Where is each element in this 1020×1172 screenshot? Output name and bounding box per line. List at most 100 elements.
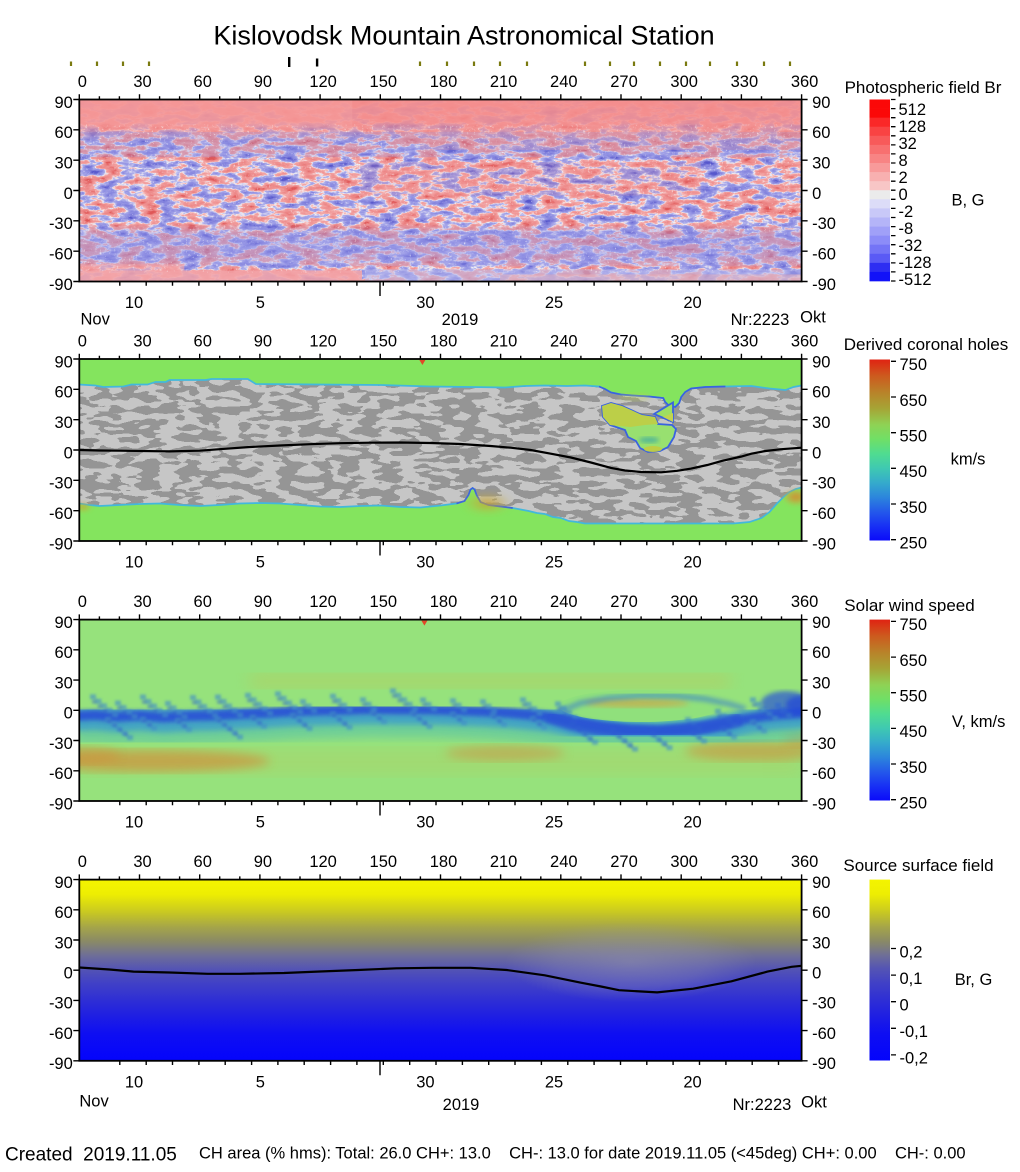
svg-text:10: 10	[125, 294, 143, 312]
svg-text:-90: -90	[812, 276, 836, 294]
svg-text:210: 210	[490, 853, 518, 871]
svg-text:60: 60	[812, 904, 830, 922]
svg-text:20: 20	[683, 814, 701, 832]
svg-text:-90: -90	[49, 276, 73, 294]
svg-text:250: 250	[900, 795, 928, 813]
svg-text:90: 90	[54, 874, 72, 892]
svg-text:20: 20	[683, 1073, 701, 1091]
svg-text:2019: 2019	[442, 311, 479, 329]
svg-text:-60: -60	[812, 765, 836, 783]
svg-text:10: 10	[125, 1073, 143, 1091]
svg-text:5: 5	[256, 814, 265, 832]
svg-text:180: 180	[430, 73, 458, 91]
svg-text:Nr:2223: Nr:2223	[731, 311, 790, 329]
svg-text:90: 90	[812, 94, 830, 112]
svg-text:300: 300	[670, 333, 698, 351]
svg-text:Created 2019.11.05: Created 2019.11.05	[5, 1145, 177, 1166]
svg-text:90: 90	[812, 353, 830, 371]
svg-text:2: 2	[899, 169, 908, 187]
svg-text:0: 0	[78, 333, 87, 351]
svg-text:270: 270	[610, 333, 638, 351]
svg-text:30: 30	[133, 333, 151, 351]
svg-text:120: 120	[309, 333, 337, 351]
svg-text:30: 30	[133, 593, 151, 611]
svg-text:450: 450	[900, 463, 928, 481]
svg-text:512: 512	[899, 101, 927, 119]
svg-text:30: 30	[416, 294, 434, 312]
svg-text:30: 30	[133, 853, 151, 871]
svg-text:30: 30	[54, 414, 72, 432]
svg-text:-512: -512	[899, 271, 932, 289]
svg-text:550: 550	[900, 428, 928, 446]
svg-text:180: 180	[430, 593, 458, 611]
svg-text:-128: -128	[899, 254, 932, 272]
svg-text:240: 240	[550, 333, 578, 351]
svg-text:60: 60	[812, 644, 830, 662]
svg-text:300: 300	[670, 593, 698, 611]
svg-text:0: 0	[812, 965, 821, 983]
svg-text:60: 60	[54, 384, 72, 402]
svg-text:270: 270	[610, 593, 638, 611]
svg-text:25: 25	[545, 814, 563, 832]
svg-text:Okt: Okt	[800, 309, 826, 327]
svg-text:-60: -60	[812, 1025, 836, 1043]
svg-text:CH area (% hms): Total: 26.0 C: CH area (% hms): Total: 26.0 CH+: 13.0 C…	[199, 1145, 966, 1163]
svg-text:360: 360	[791, 73, 819, 91]
svg-text:150: 150	[370, 593, 398, 611]
svg-text:90: 90	[54, 94, 72, 112]
svg-text:270: 270	[610, 73, 638, 91]
svg-text:60: 60	[812, 384, 830, 402]
svg-text:2019: 2019	[443, 1096, 480, 1114]
svg-text:90: 90	[254, 333, 272, 351]
svg-text:120: 120	[309, 853, 337, 871]
svg-text:330: 330	[731, 853, 759, 871]
svg-text:km/s: km/s	[951, 451, 986, 469]
svg-text:350: 350	[900, 499, 928, 517]
svg-text:210: 210	[490, 73, 518, 91]
svg-text:-0,2: -0,2	[900, 1050, 928, 1068]
svg-text:-90: -90	[49, 1055, 73, 1073]
svg-text:0: 0	[812, 185, 821, 203]
svg-text:-60: -60	[812, 505, 836, 523]
svg-text:0,2: 0,2	[900, 943, 923, 961]
svg-text:30: 30	[416, 554, 434, 572]
svg-text:Nr:2223: Nr:2223	[733, 1096, 792, 1114]
svg-text:30: 30	[54, 934, 72, 952]
svg-text:750: 750	[900, 356, 928, 374]
svg-text:10: 10	[125, 814, 143, 832]
svg-text:90: 90	[254, 853, 272, 871]
svg-text:210: 210	[490, 593, 518, 611]
svg-text:20: 20	[683, 294, 701, 312]
svg-text:210: 210	[490, 333, 518, 351]
svg-text:Source surface field: Source surface field	[843, 856, 993, 875]
svg-text:-60: -60	[49, 765, 73, 783]
svg-text:350: 350	[900, 759, 928, 777]
svg-text:5: 5	[256, 1073, 265, 1091]
svg-text:240: 240	[550, 73, 578, 91]
svg-text:-30: -30	[49, 735, 73, 753]
svg-text:-60: -60	[812, 246, 836, 264]
svg-text:360: 360	[791, 333, 819, 351]
svg-text:60: 60	[194, 593, 212, 611]
svg-text:0: 0	[64, 444, 73, 462]
svg-text:30: 30	[812, 414, 830, 432]
svg-text:60: 60	[194, 333, 212, 351]
svg-text:120: 120	[309, 73, 337, 91]
svg-text:-32: -32	[899, 237, 923, 255]
svg-text:750: 750	[900, 616, 928, 634]
svg-text:0,1: 0,1	[900, 970, 923, 988]
svg-text:60: 60	[194, 73, 212, 91]
svg-text:330: 330	[731, 73, 759, 91]
svg-text:25: 25	[545, 1073, 563, 1091]
svg-text:30: 30	[416, 814, 434, 832]
svg-text:250: 250	[900, 535, 928, 553]
svg-text:-30: -30	[49, 215, 73, 233]
svg-text:Kislovodsk Mountain Astronomic: Kislovodsk Mountain Astronomical Station	[213, 20, 714, 50]
svg-text:-60: -60	[49, 505, 73, 523]
svg-text:-8: -8	[899, 220, 914, 238]
svg-text:60: 60	[54, 904, 72, 922]
svg-text:Nov: Nov	[79, 1093, 109, 1111]
svg-text:0: 0	[899, 186, 908, 204]
svg-text:-90: -90	[812, 795, 836, 813]
svg-text:25: 25	[545, 294, 563, 312]
